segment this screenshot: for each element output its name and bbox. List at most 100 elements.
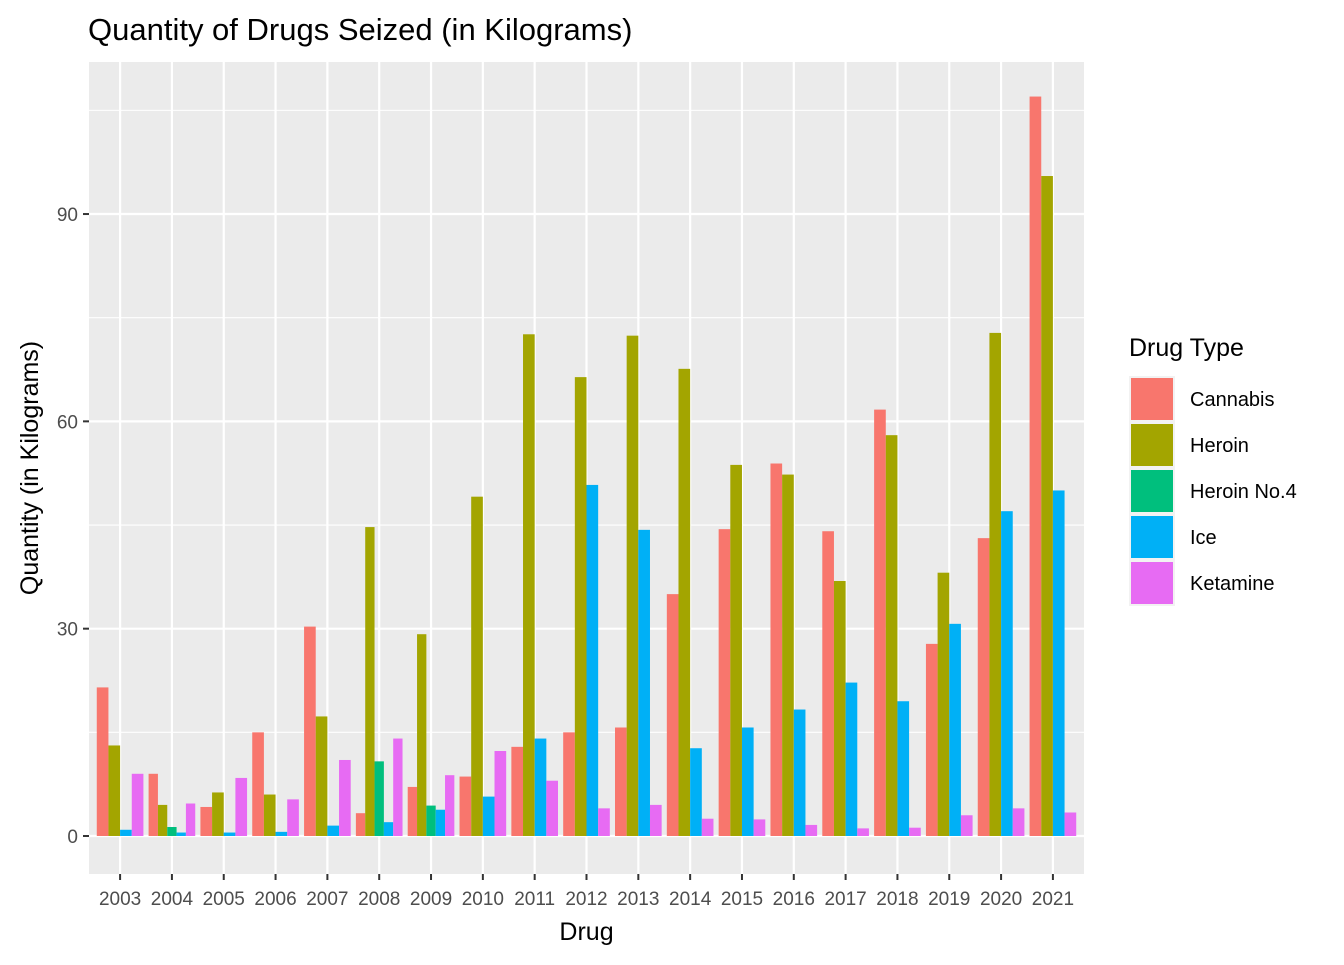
- x-tick-label: 2012: [565, 889, 607, 910]
- bar-heroin-2009: [417, 634, 427, 836]
- bar-heroin-no-4-2009: [426, 805, 436, 836]
- bar-cannabis-2005: [200, 806, 213, 836]
- bar-ketamine-2008: [393, 738, 403, 836]
- x-tick-label: 2009: [410, 889, 452, 910]
- bar-heroin-2010: [471, 496, 483, 836]
- chart-title: Quantity of Drugs Seized (in Kilograms): [88, 12, 632, 47]
- legend-title: Drug Type: [1129, 334, 1244, 362]
- bar-ice-2009: [435, 809, 446, 836]
- bar-heroin-2005: [212, 792, 224, 836]
- bar-cannabis-2018: [874, 409, 886, 836]
- bar-heroin-2015: [730, 464, 742, 836]
- x-tick-label: 2018: [876, 889, 918, 910]
- bar-heroin-2012: [574, 377, 587, 836]
- bar-heroin-2013: [626, 335, 639, 836]
- bar-cannabis-2004: [148, 773, 158, 836]
- x-tick-label: 2013: [617, 889, 659, 910]
- y-axis: 0 30 60 90: [57, 205, 89, 848]
- bar-heroin-2004: [157, 804, 168, 836]
- bar-ketamine-2020: [1012, 808, 1025, 836]
- legend-key-swatch: [1131, 378, 1173, 420]
- y-tick-label: 90: [57, 205, 78, 226]
- legend-key-swatch: [1131, 562, 1173, 604]
- legend-label: Heroin: [1190, 435, 1249, 457]
- x-tick-label: 2021: [1032, 889, 1074, 910]
- bar-cannabis-2012: [563, 732, 575, 836]
- bar-heroin-2019: [937, 572, 950, 836]
- legend-item-heroin: Heroin: [1129, 422, 1249, 468]
- x-tick-label: 2014: [669, 889, 712, 910]
- x-tick-label: 2006: [254, 889, 296, 910]
- bar-ketamine-2004: [185, 803, 196, 836]
- bar-cannabis-2021: [1029, 96, 1042, 836]
- x-tick-label: 2019: [928, 889, 970, 910]
- bar-heroin-2020: [989, 332, 1002, 836]
- legend-label: Ketamine: [1190, 573, 1275, 595]
- bar-cannabis-2007: [304, 626, 316, 836]
- bar-heroin-2011: [523, 334, 535, 836]
- bar-cannabis-2019: [925, 643, 938, 836]
- x-tick-label: 2010: [462, 889, 504, 910]
- bar-heroin-2007: [315, 716, 328, 836]
- bar-cannabis-2015: [718, 529, 731, 836]
- y-tick-label: 60: [57, 412, 78, 433]
- legend-item-ketamine: Ketamine: [1129, 560, 1275, 606]
- bar-ketamine-2012: [598, 808, 610, 836]
- bar-ice-2004: [176, 832, 186, 836]
- bar-ice-2003: [120, 829, 132, 836]
- bar-ketamine-2009: [445, 775, 455, 836]
- bar-ice-2017: [845, 682, 858, 836]
- bar-heroin-2018: [885, 435, 898, 836]
- bar-ice-2014: [690, 748, 702, 836]
- bar-heroin-no-4-2008: [374, 761, 384, 836]
- bar-ice-2012: [586, 484, 599, 836]
- x-tick-label: 2007: [306, 889, 348, 910]
- bar-cannabis-2013: [615, 727, 627, 836]
- legend-key-swatch: [1131, 516, 1173, 558]
- x-tick-label: 2020: [980, 889, 1022, 910]
- legend-label: Ice: [1190, 527, 1217, 549]
- bar-ketamine-2021: [1064, 812, 1077, 836]
- bar-ketamine-2018: [909, 827, 921, 836]
- bar-cannabis-2020: [977, 538, 990, 836]
- bar-cannabis-2011: [511, 746, 524, 836]
- bar-ketamine-2005: [235, 777, 248, 836]
- x-tick-label: 2005: [203, 889, 245, 910]
- x-tick-label: 2004: [151, 889, 194, 910]
- bar-ice-2016: [793, 709, 806, 836]
- bar-ketamine-2010: [494, 750, 507, 836]
- bar-ice-2021: [1052, 490, 1065, 836]
- bar-ketamine-2017: [857, 828, 869, 836]
- bar-ketamine-2019: [960, 815, 973, 836]
- x-tick-label: 2003: [99, 889, 141, 910]
- bar-heroin-2016: [782, 474, 794, 836]
- bar-heroin-2014: [678, 368, 691, 836]
- bar-cannabis-2006: [252, 732, 264, 836]
- bar-ice-2015: [741, 727, 754, 836]
- x-axis: 2003 2004 2005 2006 2007 2008 2009 2010 2011 2012…: [99, 874, 1074, 910]
- x-tick-label: 2017: [824, 889, 866, 910]
- legend-item-cannabis: Cannabis: [1129, 376, 1275, 422]
- legend-label: Cannabis: [1190, 389, 1275, 411]
- bar-ketamine-2006: [287, 799, 299, 836]
- x-axis-title: Drug: [559, 918, 613, 946]
- legend-item-ice: Ice: [1129, 514, 1217, 560]
- bar-cannabis-2010: [459, 776, 472, 836]
- bar-ketamine-2011: [546, 780, 558, 836]
- bars: [96, 96, 1077, 836]
- legend-item-heroin-no-4: Heroin No.4: [1129, 468, 1297, 514]
- bar-ice-2010: [482, 796, 495, 836]
- x-tick-label: 2008: [358, 889, 400, 910]
- x-tick-label: 2011: [514, 889, 555, 910]
- bar-cannabis-2003: [96, 687, 109, 836]
- bar-ice-2020: [1001, 511, 1013, 836]
- legend-label: Heroin No.4: [1190, 481, 1297, 503]
- bar-cannabis-2014: [666, 594, 679, 836]
- x-tick-label: 2015: [721, 889, 763, 910]
- bar-heroin-no-4-2004: [167, 827, 177, 836]
- bar-ice-2019: [949, 623, 961, 836]
- bar-ice-2008: [383, 822, 394, 836]
- bar-cannabis-2017: [822, 531, 834, 836]
- bar-ketamine-2014: [701, 818, 714, 836]
- bar-cannabis-2009: [407, 786, 418, 836]
